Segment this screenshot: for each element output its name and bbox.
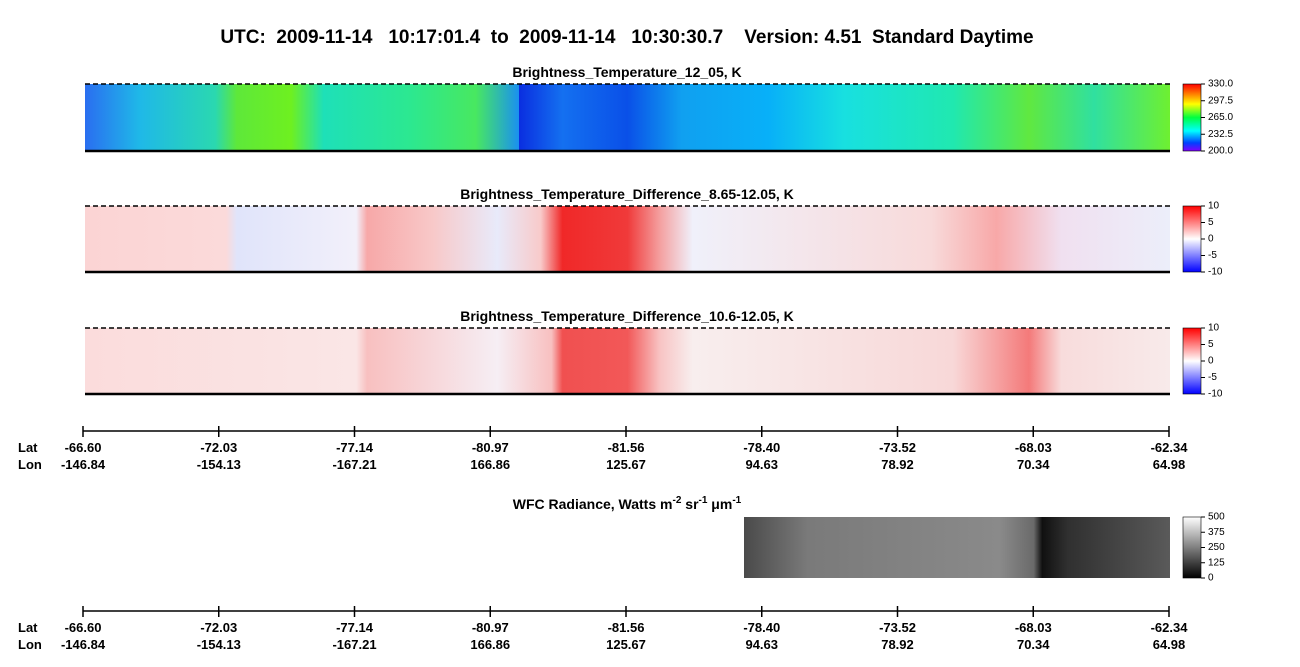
- lat-tick-label: -73.52: [879, 440, 916, 455]
- lon-tick-label: 125.67: [606, 637, 646, 652]
- colorbar: [1182, 327, 1202, 395]
- lat-tick-label: -66.60: [65, 620, 102, 635]
- colorbar-tick-label: 0: [1208, 573, 1214, 584]
- title-part: -1: [732, 495, 741, 506]
- lon-label: Lon: [18, 457, 42, 472]
- lon-tick-label: -146.84: [61, 457, 106, 472]
- colorbar-tick-label: 232.5: [1208, 129, 1233, 140]
- panel-title: WFC Radiance, Watts m-2 sr-1 μm-1: [513, 495, 742, 512]
- lat-tick-label: -78.40: [743, 620, 780, 635]
- lon-tick-label: 64.98: [1153, 637, 1186, 652]
- lat-tick-label: -77.14: [336, 620, 374, 635]
- colorbar: [1182, 205, 1202, 273]
- panel-image: [744, 517, 1170, 578]
- lat-tick-label: -81.56: [608, 440, 645, 455]
- lat-tick-label: -62.34: [1151, 440, 1189, 455]
- colorbar-tick-label: 330.0: [1208, 79, 1233, 90]
- colorbar-tick-label: -10: [1208, 389, 1223, 400]
- colorbar-tick-label: 500: [1208, 512, 1225, 523]
- lon-tick-label: 70.34: [1017, 457, 1050, 472]
- colorbar-tick-label: 5: [1208, 339, 1214, 350]
- colorbar-tick-label: 10: [1208, 201, 1220, 212]
- lat-tick-label: -62.34: [1151, 620, 1189, 635]
- colorbar-tick-label: 125: [1208, 557, 1225, 568]
- lon-tick-label: 166.86: [470, 457, 510, 472]
- lat-tick-label: -66.60: [65, 440, 102, 455]
- lon-tick-label: -167.21: [332, 637, 376, 652]
- title-part: μm: [707, 496, 732, 512]
- title-part: WFC Radiance, Watts m: [513, 496, 673, 512]
- lat-label: Lat: [18, 620, 38, 635]
- panel-image: [85, 206, 1170, 272]
- lat-label: Lat: [18, 440, 38, 455]
- lon-tick-label: 64.98: [1153, 457, 1186, 472]
- colorbar-tick-label: 250: [1208, 542, 1225, 553]
- lon-label: Lon: [18, 637, 42, 652]
- colorbar: [1182, 83, 1202, 152]
- panel-image: [85, 84, 1170, 151]
- colorbar-tick-label: 10: [1208, 323, 1220, 334]
- colorbar-tick-label: 0: [1208, 234, 1214, 245]
- lat-tick-label: -68.03: [1015, 620, 1052, 635]
- panel-title: Brightness_Temperature_12_05, K: [512, 64, 741, 80]
- lat-tick-label: -81.56: [608, 620, 645, 635]
- title-part: -2: [672, 495, 681, 506]
- lon-tick-label: 94.63: [745, 457, 778, 472]
- lon-tick-label: -154.13: [197, 457, 241, 472]
- lat-tick-label: -72.03: [200, 440, 237, 455]
- colorbar-tick-label: -10: [1208, 267, 1223, 278]
- lon-tick-label: -167.21: [332, 457, 376, 472]
- lon-tick-label: -154.13: [197, 637, 241, 652]
- lat-tick-label: -72.03: [200, 620, 237, 635]
- lon-tick-label: 78.92: [881, 457, 914, 472]
- lon-tick-label: -146.84: [61, 637, 106, 652]
- lat-tick-label: -77.14: [336, 440, 374, 455]
- title-part: sr: [681, 496, 699, 512]
- panel-title: Brightness_Temperature_Difference_8.65-1…: [460, 186, 794, 202]
- lon-tick-label: 125.67: [606, 457, 646, 472]
- title-part: -1: [699, 495, 708, 506]
- lat-tick-label: -73.52: [879, 620, 916, 635]
- colorbar-tick-label: 200.0: [1208, 146, 1233, 157]
- lat-tick-label: -80.97: [472, 620, 509, 635]
- panel-title: Brightness_Temperature_Difference_10.6-1…: [460, 308, 794, 324]
- lon-tick-label: 166.86: [470, 637, 510, 652]
- lon-tick-label: 94.63: [745, 637, 778, 652]
- colorbar-tick-label: -5: [1208, 250, 1217, 261]
- lon-tick-label: 70.34: [1017, 637, 1050, 652]
- lat-tick-label: -78.40: [743, 440, 780, 455]
- colorbar-tick-label: -5: [1208, 372, 1217, 383]
- colorbar-tick-label: 265.0: [1208, 112, 1233, 123]
- lat-tick-label: -68.03: [1015, 440, 1052, 455]
- colorbar-tick-label: 0: [1208, 356, 1214, 367]
- colorbar-tick-label: 375: [1208, 527, 1225, 538]
- page-title: UTC: 2009-11-14 10:17:01.4 to 2009-11-14…: [220, 27, 1033, 48]
- colorbar-tick-label: 297.5: [1208, 95, 1233, 106]
- colorbar-tick-label: 5: [1208, 217, 1214, 228]
- colorbar: [1182, 516, 1202, 579]
- panel-image: [85, 328, 1170, 394]
- lat-tick-label: -80.97: [472, 440, 509, 455]
- lon-tick-label: 78.92: [881, 637, 914, 652]
